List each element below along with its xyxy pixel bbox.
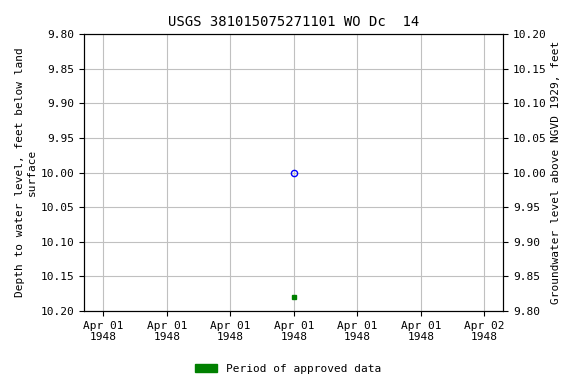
Y-axis label: Groundwater level above NGVD 1929, feet: Groundwater level above NGVD 1929, feet	[551, 41, 561, 304]
Title: USGS 381015075271101 WO Dc  14: USGS 381015075271101 WO Dc 14	[168, 15, 419, 29]
Legend: Period of approved data: Period of approved data	[191, 359, 385, 379]
Y-axis label: Depth to water level, feet below land
surface: Depth to water level, feet below land su…	[15, 48, 37, 298]
